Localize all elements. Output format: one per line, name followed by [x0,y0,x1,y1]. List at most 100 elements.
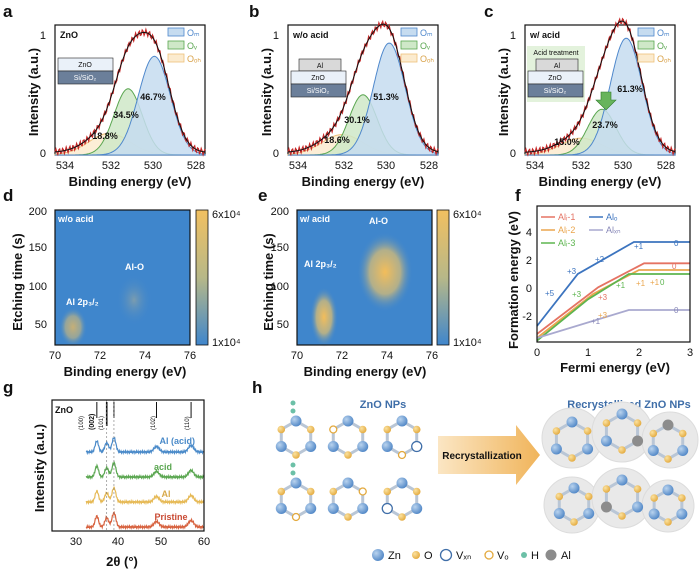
legend: Oₘ Oᵥ Oₒₕ [400,27,434,64]
zn-atom [275,503,287,514]
arrow-label: Recrystallization [442,451,521,462]
x-tick: 74 [381,350,393,362]
peak-label-al2p: Al 2p₃/₂ [66,297,99,307]
charge-label: 0 [660,278,665,287]
sample-label: w/o acid [57,214,94,224]
y-tick: 0 [526,283,532,295]
charge-label: 0 [672,262,677,271]
x-tick: 40 [112,536,124,548]
o-atom [358,425,367,434]
charge-label: +1 [650,278,660,287]
y-axis-label: Formation energy (eV) [506,211,521,349]
y-axis-label: Intensity (a.u.) [496,48,511,136]
hkl-label: (110) [185,416,191,430]
zn-atom [411,503,423,514]
heatmap-spot-alo [357,232,413,312]
zn-atom [600,435,612,447]
zn-vacancy-icon [439,548,453,562]
y-tick: 2 [526,255,532,267]
fit-envelope [524,20,676,153]
legend-ali3: Alᵢ-3 [558,238,575,248]
down-arrow-icon [595,91,617,111]
sample-label: ZnO [60,30,78,40]
o-vacancy [291,512,301,522]
stack-layer: Si/SiO₂ [544,88,567,95]
zn-atom [275,441,287,452]
hexagon-ring [600,474,644,520]
y-tick: 0 [40,148,46,160]
hexagon-ring [600,408,644,454]
fit-envelope [287,23,439,153]
percent-om: 61.3% [617,84,643,94]
al-atom [662,419,674,431]
o-vacancy [358,487,367,496]
legend-ooh: Oₒₕ [657,54,671,64]
hkl-label: (101) [99,416,105,430]
charge-label: +5 [545,289,555,298]
zn-atom [290,477,302,489]
panel-b: b Intensity (a.u.) Binding energy (eV) 1… [249,2,439,189]
x-tick: 534 [526,160,544,172]
o-atom [618,512,626,520]
peak-label-al2p: Al 2p₃/₂ [304,259,337,269]
trace-label-al-acid: Al (acid) [159,436,195,446]
panel-label: a [3,2,13,21]
zn-atom [662,484,674,496]
legend-om: Oₘ [420,28,433,38]
x-axis-label: Binding energy (eV) [64,364,187,379]
percent-ooh: 18.6% [324,135,350,145]
legend-ali2: Alᵢ-2 [558,225,575,235]
o-atom [383,425,392,434]
o-atom [602,485,611,493]
zn-atom [342,415,354,427]
panel-c: c Intensity (a.u.) Binding energy (eV) 1… [484,2,676,189]
y-tick: 1 [510,30,516,42]
zn-atom [553,508,565,519]
charge-label: +3 [572,290,582,299]
o-atom [398,513,406,521]
al-atom [632,435,644,447]
zn-atom [648,508,660,520]
legend-om: Oₘ [657,28,670,38]
charge-labels: 0 +1 +2 +3 +5 0 +1 +3 0 +1 +1 +3 +3 0 +1 [545,239,679,326]
panel-e: e Etching time (s) Binding energy (eV) w… [258,186,482,379]
stack-title: Acid treatment [533,50,578,57]
x-tick: 528 [657,160,675,172]
o-atom [583,427,592,435]
layer-stack: Al ZnO Si/SiO₂ [290,58,347,98]
trace-label-pristine: Pristine [154,512,187,522]
plot-frame [536,205,691,343]
line-al-zn [536,309,690,339]
y-tick: -2 [522,311,532,323]
zn-atom [550,443,562,455]
legend: Oₘ Oᵥ Oₒₕ [167,27,201,64]
hkl-label: (100) [79,416,85,430]
y-tick: 200 [271,206,289,218]
legend-vzn: Vₓₙ [456,550,471,562]
zn-atom [342,477,354,489]
layer-stack: ZnO Si/SiO₂ [57,57,114,85]
o-atom [618,446,626,454]
charge-label: +2 [595,255,605,264]
x-axis-label: Binding energy (eV) [304,364,427,379]
zn-atom [381,441,393,452]
legend: Zn O Vₓₙ Vₒ H Al [372,548,571,562]
o-atom [664,518,672,526]
zn-atom [327,441,339,452]
charge-label: +3 [567,267,577,276]
legend-zn: Zn [388,550,401,562]
hkl-label: (002) [89,414,96,430]
o-vacancy-icon [484,550,494,560]
x-tick: 530 [614,160,632,172]
stack-layer: Al [554,63,561,70]
hexagon-ring [327,477,369,521]
colorbar-min: 1x10⁴ [212,337,241,349]
o-atom [584,492,593,501]
x-axis-label: Binding energy (eV) [539,174,662,189]
zn-atom [396,477,408,489]
legend-alo: Alₒ [606,212,618,222]
o-atom [306,425,315,434]
o-atom [602,419,611,427]
o-atom [678,494,686,502]
